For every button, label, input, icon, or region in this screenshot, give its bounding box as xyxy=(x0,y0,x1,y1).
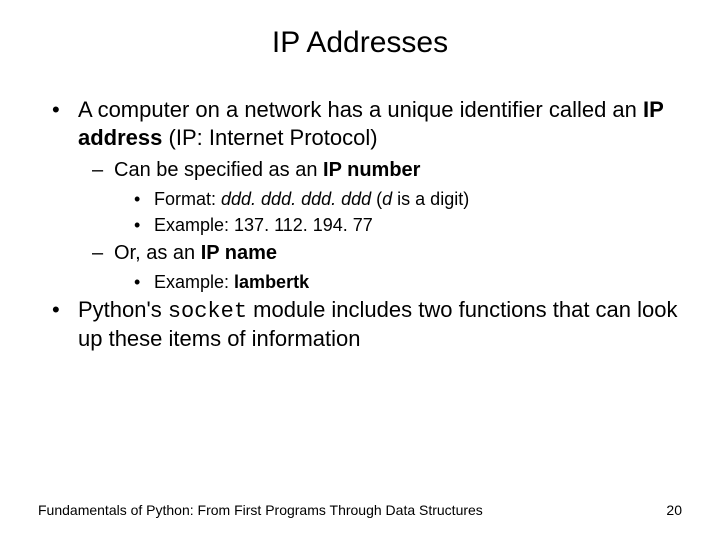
bullet-l3-2: Example: 137. 112. 194. 77 xyxy=(134,213,682,237)
bullet-l1-1: A computer on a network has a unique ide… xyxy=(52,96,682,151)
footer-text: Fundamentals of Python: From First Progr… xyxy=(38,502,483,518)
bullet-l2-2: Or, as an IP name xyxy=(92,240,682,266)
slide-title: IP Addresses xyxy=(38,26,682,60)
page-number: 20 xyxy=(666,502,682,518)
text-bold: lambertk xyxy=(234,272,309,292)
text-italic: d xyxy=(382,189,392,209)
footer: Fundamentals of Python: From First Progr… xyxy=(38,502,682,518)
text: Format: xyxy=(154,189,221,209)
bullet-l1-2: Python's socket module includes two func… xyxy=(52,296,682,353)
text: is a digit) xyxy=(392,189,469,209)
text: Example: 137. 112. 194. 77 xyxy=(154,215,373,235)
bullet-l2-1: Can be specified as an IP number xyxy=(92,157,682,183)
text: Can be specified as an xyxy=(114,159,323,181)
text: Python's xyxy=(78,297,168,322)
text: A computer on a network has a unique ide… xyxy=(78,97,643,122)
text-bold: IP name xyxy=(201,242,277,264)
bullet-l3-1: Format: ddd. ddd. ddd. ddd (d is a digit… xyxy=(134,187,682,211)
text-bold: IP number xyxy=(323,159,420,181)
text-italic: ddd. ddd. ddd. ddd xyxy=(221,189,371,209)
text: ( xyxy=(371,189,382,209)
text-mono: socket xyxy=(168,299,247,324)
bullet-l3-3: Example: lambertk xyxy=(134,270,682,294)
text: Or, as an xyxy=(114,242,201,264)
slide: IP Addresses A computer on a network has… xyxy=(0,0,720,540)
text: (IP: Internet Protocol) xyxy=(162,125,377,150)
text: Example: xyxy=(154,272,234,292)
